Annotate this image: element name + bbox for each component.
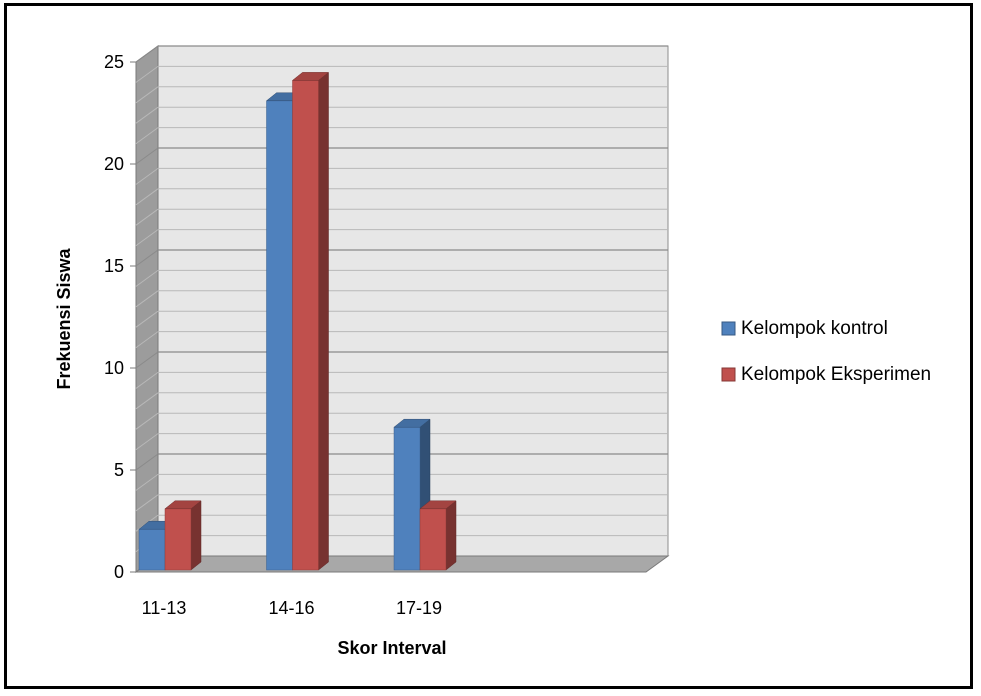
y-tick-label: 20 xyxy=(104,154,124,174)
gridline-side xyxy=(135,208,159,226)
legend-swatch xyxy=(721,321,736,336)
bar-front xyxy=(393,426,421,571)
gridline-side xyxy=(135,86,159,104)
gridline-side xyxy=(135,371,159,389)
gridline-side xyxy=(135,106,159,124)
bar-top xyxy=(419,500,457,510)
x-tick-label: 17-19 xyxy=(396,598,442,618)
x-tick-label: 14-16 xyxy=(268,598,314,618)
bar-front xyxy=(138,528,166,571)
side-wall xyxy=(135,45,159,573)
y-tick-label: 10 xyxy=(104,358,124,378)
legend: Kelompok kontrol Kelompok Eksperimen xyxy=(721,318,931,385)
bar-top xyxy=(164,500,202,510)
bar-front xyxy=(292,80,319,571)
bar xyxy=(419,500,457,571)
gridline-side xyxy=(135,412,159,430)
legend-swatch xyxy=(721,367,736,382)
x-tick-labels: 11-13 14-16 17-19 xyxy=(142,598,442,618)
gridline-side xyxy=(135,147,159,165)
gridline-side xyxy=(135,167,159,185)
gridline-side xyxy=(135,45,159,63)
bar-front xyxy=(164,508,192,571)
bar xyxy=(291,71,330,571)
gridline-side xyxy=(135,331,159,349)
x-tick-label: 11-13 xyxy=(142,598,187,618)
gridline-side xyxy=(135,351,159,369)
gridline-side xyxy=(135,269,159,287)
y-tick-label: 25 xyxy=(104,52,124,72)
y-tick-label: 5 xyxy=(114,460,124,480)
bar xyxy=(164,500,202,571)
gridline-side xyxy=(135,188,159,206)
bar-side xyxy=(318,71,329,571)
gridline-side xyxy=(135,473,159,491)
x-axis-title: Skor Interval xyxy=(337,638,446,658)
y-tick-label: 0 xyxy=(114,562,124,582)
bar-side xyxy=(445,500,457,571)
gridline-side xyxy=(135,229,159,247)
y-tick-labels: 0 5 10 15 20 25 xyxy=(104,52,136,582)
y-axis-title: Frekuensi Siswa xyxy=(54,247,74,389)
gridline-side xyxy=(135,392,159,410)
gridline-side xyxy=(135,127,159,145)
gridline-side xyxy=(135,249,159,267)
gridline-side xyxy=(135,494,159,512)
legend-label: Kelompok kontrol xyxy=(741,318,888,339)
gridline-side xyxy=(135,310,159,328)
bars xyxy=(138,71,457,571)
bar-top xyxy=(291,72,330,81)
y-tick-label: 15 xyxy=(104,256,124,276)
bar-top xyxy=(393,418,431,428)
bar-front xyxy=(266,100,293,571)
bar-side xyxy=(190,500,202,571)
gridline-side xyxy=(135,65,159,83)
bar-front xyxy=(419,508,447,571)
gridline-side xyxy=(135,433,159,451)
legend-label: Kelompok Eksperimen xyxy=(741,364,931,385)
gridline-side xyxy=(135,453,159,471)
gridline-side xyxy=(135,290,159,308)
